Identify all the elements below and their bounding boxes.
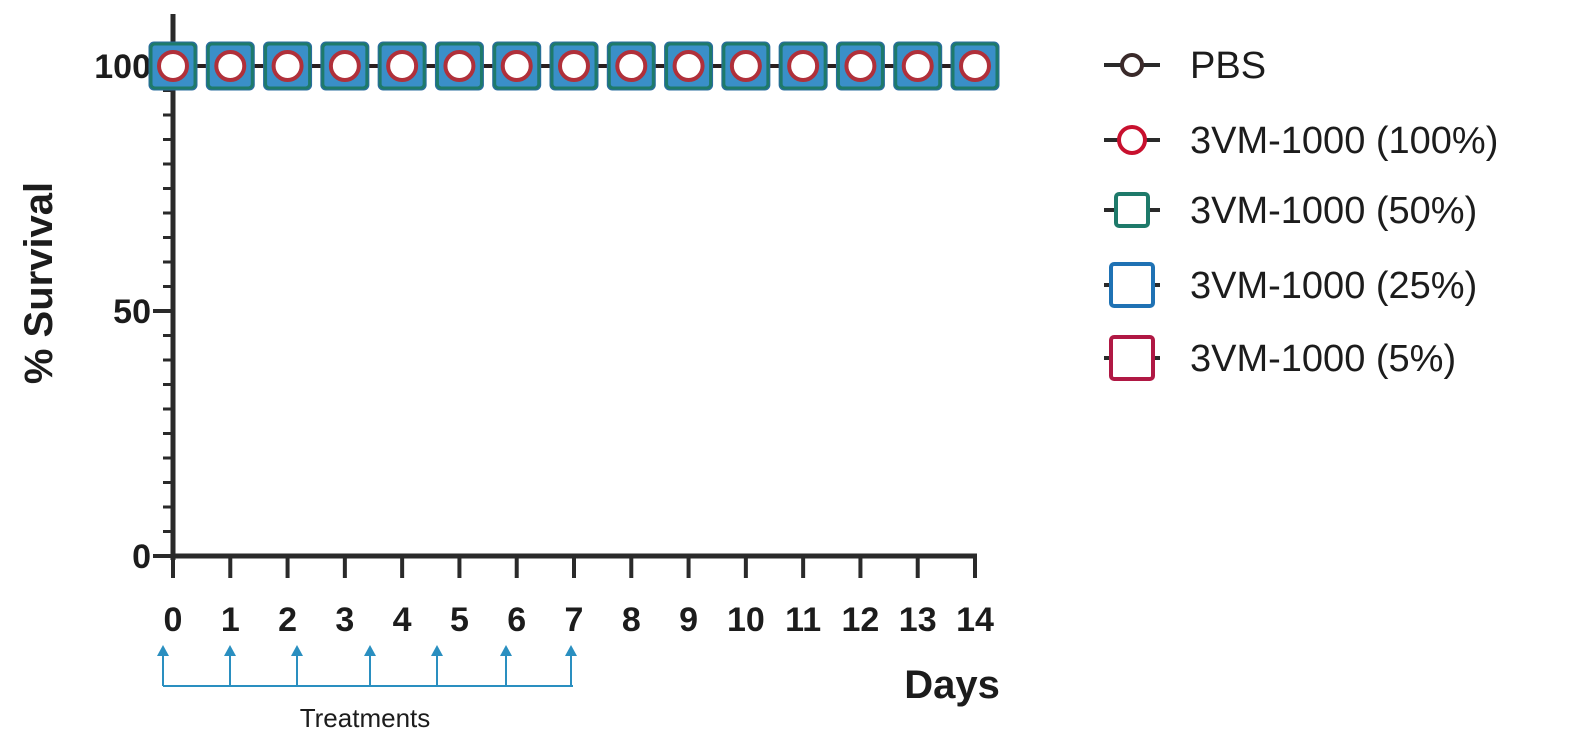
x-tick-label: 6 bbox=[507, 601, 526, 639]
treatment-arrow-head bbox=[364, 645, 376, 656]
x-tick-label: 2 bbox=[278, 601, 297, 639]
treatments-label: Treatments bbox=[300, 703, 431, 733]
x-tick-label: 13 bbox=[899, 601, 937, 639]
treatments-annotation bbox=[157, 645, 577, 687]
marker-3vm-1000-100 bbox=[729, 50, 762, 82]
x-tick-label: 9 bbox=[679, 601, 698, 639]
treatment-arrow-head bbox=[431, 645, 443, 656]
legend-item: PBS bbox=[1104, 45, 1266, 87]
treatment-arrow-head bbox=[157, 645, 169, 656]
marker-3vm-1000-100 bbox=[959, 50, 991, 82]
marker-3vm-1000-100 bbox=[328, 50, 361, 82]
legend-label: 3VM-1000 (100%) bbox=[1190, 120, 1498, 162]
x-tick-label: 0 bbox=[164, 601, 183, 639]
marker-3vm-1000-100 bbox=[157, 50, 189, 82]
marker-3vm-1000-100 bbox=[500, 50, 533, 82]
x-tick-label: 11 bbox=[785, 601, 821, 639]
y-tick-label: 100 bbox=[94, 48, 151, 86]
y-tick-label: 50 bbox=[113, 293, 151, 331]
x-tick-label: 3 bbox=[335, 601, 354, 639]
marker-3vm-1000-100 bbox=[271, 50, 304, 82]
legend-label: PBS bbox=[1190, 45, 1266, 87]
legend-marker-square bbox=[1114, 192, 1150, 228]
x-tick-label: 8 bbox=[622, 601, 641, 639]
legend: PBS 3VM-1000 (100%) 3VM-1000 (50%) 3VM-1000… bbox=[1104, 45, 1498, 381]
x-tick-label: 10 bbox=[727, 601, 765, 639]
x-tick-label: 12 bbox=[842, 601, 880, 639]
legend-marker-square bbox=[1109, 262, 1155, 308]
legend-marker-circle bbox=[1120, 53, 1144, 77]
marker-3vm-1000-100 bbox=[386, 50, 419, 82]
x-tick-label: 4 bbox=[393, 601, 412, 639]
treatment-arrow-head bbox=[500, 645, 512, 656]
y-tick-label: 0 bbox=[132, 538, 151, 576]
marker-3vm-1000-100 bbox=[615, 50, 648, 82]
x-tick-label: 5 bbox=[450, 601, 469, 639]
treatment-arrow-head bbox=[291, 645, 303, 656]
x-axis-title: Days bbox=[904, 663, 1000, 707]
marker-3vm-1000-100 bbox=[558, 50, 590, 82]
legend-marker-square bbox=[1109, 335, 1155, 381]
legend-item: 3VM-1000 (25%) bbox=[1104, 262, 1477, 308]
x-tick-label: 1 bbox=[221, 601, 240, 639]
series-layer bbox=[148, 41, 1000, 91]
marker-3vm-1000-100 bbox=[672, 50, 705, 82]
legend-item: 3VM-1000 (5%) bbox=[1104, 335, 1456, 381]
legend-item: 3VM-1000 (100%) bbox=[1104, 120, 1498, 162]
x-tick-label: 14 bbox=[956, 601, 994, 639]
legend-item: 3VM-1000 (50%) bbox=[1104, 190, 1477, 232]
legend-label: 3VM-1000 (50%) bbox=[1190, 190, 1477, 232]
y-axis-title: % Survival bbox=[17, 182, 61, 384]
legend-label: 3VM-1000 (25%) bbox=[1190, 265, 1477, 307]
treatment-arrow-head bbox=[565, 645, 577, 656]
treatment-arrow-head bbox=[224, 645, 236, 656]
legend-marker-circle bbox=[1117, 125, 1147, 155]
legend-label: 3VM-1000 (5%) bbox=[1190, 338, 1456, 380]
marker-3vm-1000-100 bbox=[844, 50, 877, 82]
marker-3vm-1000-100 bbox=[443, 50, 476, 82]
marker-3vm-1000-100 bbox=[787, 50, 820, 82]
marker-3vm-1000-100 bbox=[214, 50, 247, 82]
marker-3vm-1000-100 bbox=[901, 50, 934, 82]
x-tick-label: 7 bbox=[565, 601, 584, 639]
